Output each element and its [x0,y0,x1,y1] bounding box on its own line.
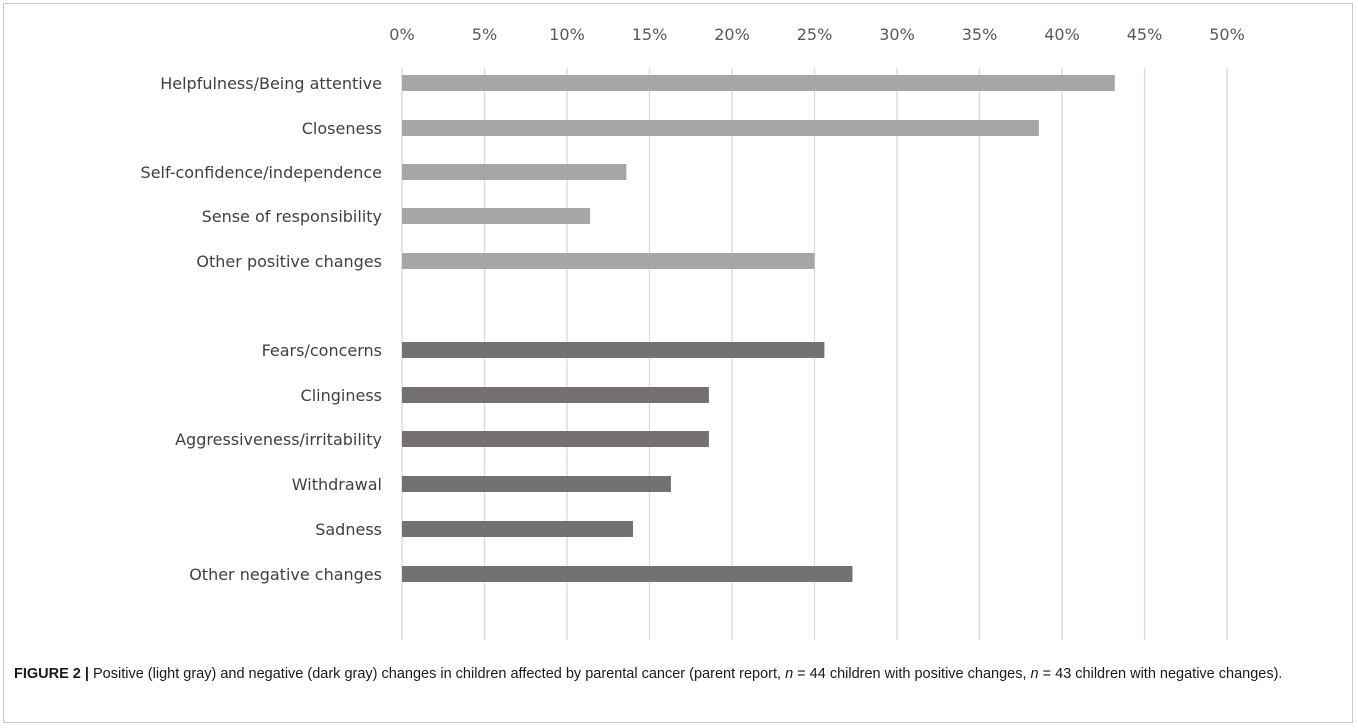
category-label: Sadness [315,520,382,539]
category-label: Other negative changes [189,565,382,584]
caption-text-3: = 43 children with negative changes). [1038,666,1283,682]
caption-text-2: = 44 children with positive changes, [793,666,1031,682]
category-label: Sense of responsibility [202,207,382,226]
x-tick-label: 30% [879,25,915,44]
figure-caption: FIGURE 2 | Positive (light gray) and neg… [14,663,1339,685]
bar [402,387,709,403]
category-label: Aggressiveness/irritability [175,430,382,449]
x-axis-ticks: 0% 5% 10% 15% 20% 25% 30% 35% 40% 45% 50% [389,25,1244,44]
caption-n-symbol-1: n [785,666,794,682]
x-tick-label: 10% [549,25,585,44]
bar [402,253,815,269]
bar [402,208,591,224]
x-tick-label: 20% [714,25,750,44]
bar [402,431,709,447]
bar [402,566,853,582]
category-label: Closeness [302,119,382,138]
category-label: Fears/concerns [262,341,382,360]
x-tick-label: 15% [632,25,668,44]
category-label: Self-confidence/independence [141,163,382,182]
x-tick-label: 45% [1127,25,1163,44]
x-tick-label: 5% [472,25,497,44]
bar [402,521,633,537]
caption-text-1: Positive (light gray) and negative (dark… [88,666,786,682]
caption-label: FIGURE 2 | [14,666,89,682]
bar [402,164,627,180]
category-label: Clinginess [301,386,382,405]
x-tick-label: 40% [1044,25,1080,44]
x-tick-label: 35% [962,25,998,44]
bar [402,476,671,492]
x-tick-label: 50% [1209,25,1245,44]
bar [402,75,1115,91]
gridlines [401,68,1228,640]
category-label: Helpfulness/Being attentive [160,74,382,93]
category-label: Withdrawal [292,475,382,494]
bars [402,75,1115,582]
category-label: Other positive changes [196,252,382,271]
bar [402,120,1039,136]
bar [402,342,825,358]
caption-n-symbol-2: n [1030,666,1039,682]
x-tick-label: 0% [389,25,414,44]
bar-chart: 0% 5% 10% 15% 20% 25% 30% 35% 40% 45% 50% Helpfuln… [141,25,1245,640]
category-labels: Helpfulness/Being attentive Closeness Self… [141,74,382,584]
x-tick-label: 25% [797,25,833,44]
